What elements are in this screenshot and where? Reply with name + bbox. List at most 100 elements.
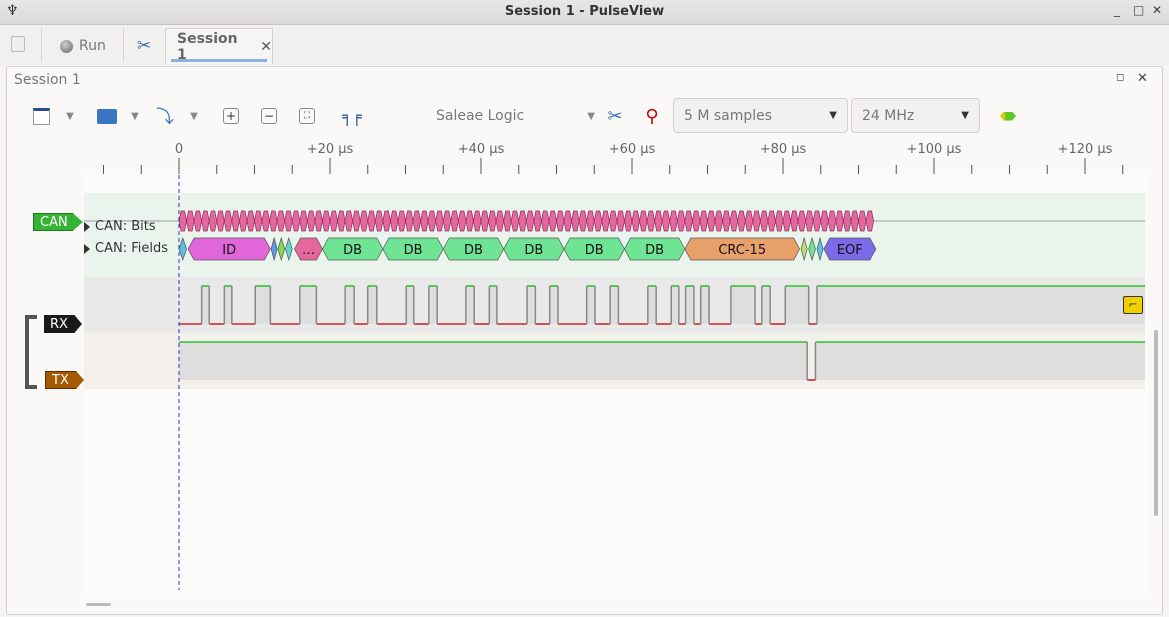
rx-signal-fill: [299, 286, 317, 324]
can-bit: [254, 210, 263, 232]
save-icon: ⤵: [156, 107, 174, 128]
can-bit: [442, 210, 452, 232]
expand-icon[interactable]: [84, 221, 90, 232]
float-pane-button[interactable]: ◻: [1116, 72, 1125, 83]
tab-session-1[interactable]: Session 1 ✕: [165, 28, 273, 64]
can-bit: [533, 210, 542, 232]
probes-button[interactable]: ⚲: [640, 104, 664, 128]
can-field: [823, 237, 877, 261]
ruler-label: +80 µs: [760, 142, 807, 157]
can-field: [270, 236, 278, 262]
new-dropdown[interactable]: ▼: [66, 110, 74, 122]
zoom-in-button[interactable]: +: [222, 104, 240, 128]
probe-icon: ⚲: [645, 105, 659, 127]
can-field-label: DB: [404, 243, 423, 258]
run-button[interactable]: Run: [60, 28, 106, 64]
can-bit: [850, 210, 859, 232]
save-dropdown[interactable]: ▼: [190, 110, 198, 122]
zoom-out-button[interactable]: −: [260, 104, 278, 128]
can-decoder-tag[interactable]: CAN: [33, 213, 83, 231]
can-bit: [412, 210, 421, 232]
rx-signal-fill: [685, 286, 694, 324]
zoom-fit-icon: ⛶: [299, 108, 315, 124]
can-field: [178, 236, 187, 262]
save-button[interactable]: ⤵: [153, 104, 177, 128]
can-bit: [178, 210, 187, 232]
minimize-button[interactable]: _: [1114, 3, 1120, 17]
can-bit: [314, 210, 323, 232]
sample-count-value: 5 M samples: [684, 107, 773, 124]
ruler-label: 0: [175, 142, 183, 157]
can-bit: [359, 210, 369, 232]
rx-signal-fill: [647, 286, 657, 324]
rx-signal-fill: [527, 286, 536, 324]
device-label: Saleae Logic: [436, 108, 525, 124]
rx-signal-fill: [489, 286, 497, 324]
can-bit: [654, 210, 663, 232]
open-dropdown[interactable]: ▼: [131, 110, 139, 122]
tab-label: Session 1: [177, 30, 238, 63]
new-session-button[interactable]: [31, 104, 51, 128]
horizontal-scrollbar[interactable]: [86, 603, 111, 606]
channel-labels: CAN RX TX: [7, 174, 84, 594]
sample-count-select[interactable]: 5 M samples ▼: [673, 98, 848, 133]
zoom-out-icon: −: [261, 108, 277, 124]
can-bit: [752, 210, 761, 232]
can-bit: [692, 210, 701, 232]
can-field-label: CRC-15: [718, 243, 766, 258]
rx-channel-tag[interactable]: RX: [44, 315, 82, 333]
channel-group-bracket: [25, 315, 37, 389]
zoom-fit-button[interactable]: ⛶: [298, 104, 316, 128]
expand-icon[interactable]: [84, 243, 90, 254]
can-field-label: DB: [585, 243, 604, 258]
can-field-label: DB: [645, 243, 664, 258]
maximize-button[interactable]: □: [1133, 3, 1145, 17]
can-bit: [782, 210, 791, 232]
trigger-edge-icon[interactable]: ⌐: [1123, 296, 1143, 314]
tx-signal-fill: [815, 342, 1145, 380]
can-bit: [624, 210, 633, 232]
row-label: CAN: Bits: [95, 219, 156, 234]
close-window-button[interactable]: ✕: [1152, 3, 1163, 17]
cursor-button[interactable]: ╕╒: [340, 104, 364, 128]
can-bit: [329, 210, 338, 232]
can-field: [808, 236, 816, 262]
close-pane-button[interactable]: ✕: [1137, 71, 1148, 86]
can-bit: [450, 210, 459, 232]
can-bit: [593, 210, 603, 232]
app-logo-icon: ♆: [6, 3, 19, 19]
new-document-icon: [32, 107, 50, 125]
settings-button[interactable]: ✂: [137, 28, 151, 64]
can-bit: [525, 210, 535, 232]
rx-signal-fill: [345, 286, 355, 324]
can-field-label: DB: [524, 243, 543, 258]
rx-signal-fill: [201, 286, 210, 324]
can-field-label: …: [302, 243, 315, 258]
tx-signal-fill: [179, 342, 808, 380]
new-view-button[interactable]: [11, 36, 25, 52]
rx-signal-fill: [816, 286, 1145, 324]
samplerate-select[interactable]: 24 MHz ▼: [851, 98, 980, 133]
time-ruler[interactable]: 0 +20 µs +40 µs +60 µs +80 µs +100 µs +120 µs: [84, 138, 1148, 174]
can-bit: [284, 210, 293, 232]
can-bit: [344, 210, 354, 232]
device-selector[interactable]: Saleae Logic ▼: [420, 104, 595, 128]
can-bit: [684, 210, 693, 232]
folder-icon: [97, 108, 117, 124]
samplerate-value: 24 MHz: [862, 107, 915, 124]
can-bit: [646, 210, 656, 232]
can-bit: [503, 210, 512, 232]
trace-view[interactable]: ID … DB DB DB DB DB DB CRC-15 EOF: [84, 174, 1148, 594]
close-tab-icon[interactable]: ✕: [260, 38, 272, 55]
vertical-scrollbar[interactable]: [1154, 330, 1158, 516]
can-bit: [563, 210, 572, 232]
add-decoder-button[interactable]: [996, 104, 1020, 128]
open-button[interactable]: [96, 104, 118, 128]
can-field-label: DB: [464, 243, 483, 258]
can-bit: [480, 210, 489, 232]
device-config-button[interactable]: ✂: [603, 104, 627, 128]
ruler-label: +100 µs: [907, 142, 962, 157]
can-bit: [367, 210, 376, 232]
tx-channel-tag[interactable]: TX: [45, 371, 84, 389]
can-bit: [744, 210, 754, 232]
